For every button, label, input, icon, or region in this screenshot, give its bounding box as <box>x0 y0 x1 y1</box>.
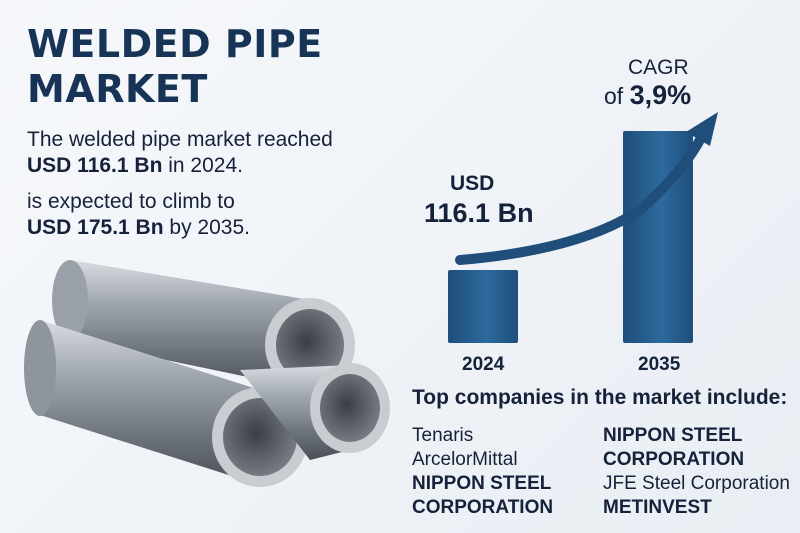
company-left-1: Tenaris <box>412 425 474 446</box>
cagr-prefix: of <box>604 83 630 109</box>
intro-line-2: USD 116.1 Bn in 2024. <box>27 153 243 179</box>
intro-2035-value: USD 175.1 Bn <box>27 216 164 239</box>
intro-line-3: is expected to climb to <box>27 190 235 213</box>
company-right-4: METINVEST <box>603 497 712 518</box>
title-line-1: WELDED PIPE <box>27 22 323 66</box>
title-line-2: MARKET <box>27 67 208 111</box>
companies-heading: Top companies in the market include: <box>412 386 788 409</box>
bar-2024 <box>448 270 518 343</box>
usd-2024-value: 116.1 Bn <box>424 198 534 228</box>
page-title: WELDED PIPE MARKET <box>27 22 323 112</box>
cagr-value: 3,9% <box>629 80 692 110</box>
intro-2024-suffix: in 2024. <box>162 154 243 177</box>
company-right-2: CORPORATION <box>603 449 745 470</box>
intro-2035-suffix: by 2035. <box>163 216 250 239</box>
intro-line-4: USD 175.1 Bn by 2035. <box>27 215 250 241</box>
usd-label: USD <box>450 172 495 195</box>
steel-pipes-illustration <box>24 260 390 487</box>
company-right-3: JFE Steel Corporation <box>603 473 790 494</box>
growth-arrow <box>455 112 718 265</box>
company-right-1: NIPPON STEEL <box>603 425 743 446</box>
intro-2024-value: USD 116.1 Bn <box>27 154 163 177</box>
year-2024-label: 2024 <box>462 354 505 375</box>
year-2035-label: 2035 <box>638 354 681 375</box>
company-left-4: CORPORATION <box>412 497 554 518</box>
company-left-2: ArcelorMittal <box>412 449 518 470</box>
cagr-line: of 3,9% <box>604 80 691 111</box>
intro-line-1: The welded pipe market reached <box>27 128 333 151</box>
pipe-bottom-right <box>240 363 390 460</box>
cagr-label: CAGR <box>628 56 689 79</box>
company-left-3: NIPPON STEEL <box>412 473 552 494</box>
